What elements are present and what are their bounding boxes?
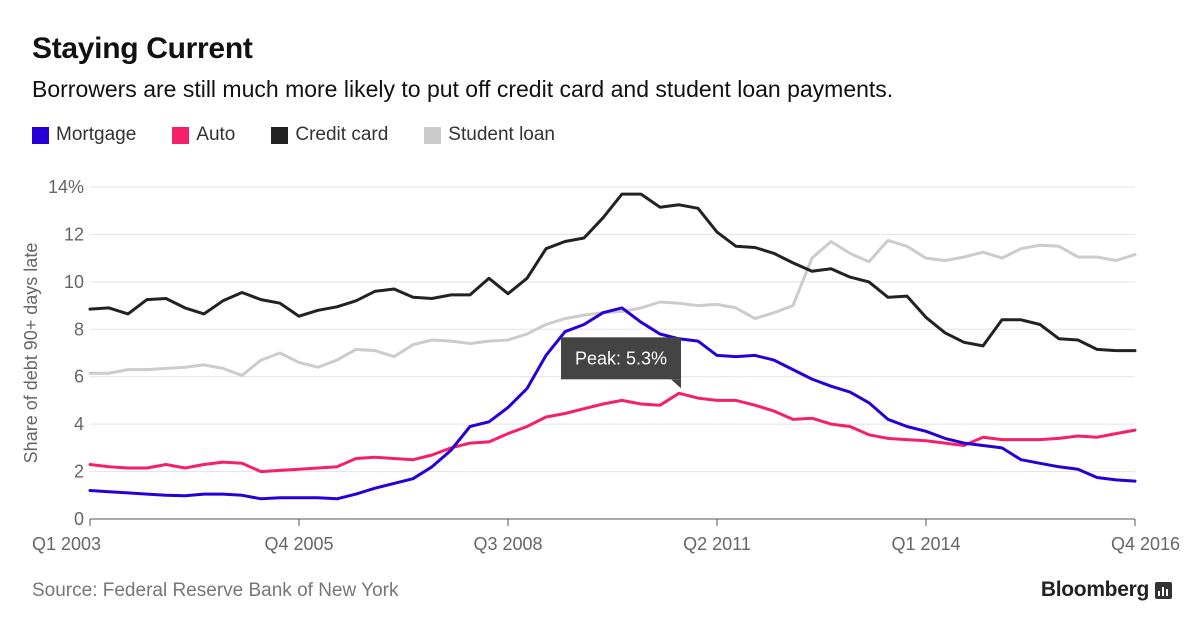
y-tick-label: 10 <box>64 272 84 292</box>
series-line-auto <box>88 391 1137 474</box>
annotation-pointer <box>671 379 681 389</box>
legend-swatch <box>271 126 289 144</box>
legend-swatch <box>424 126 442 144</box>
legend-swatch <box>32 126 49 144</box>
legend-label: Student loan <box>448 124 555 145</box>
x-tick-label: Q1 2003 <box>32 534 101 554</box>
annotation-box <box>561 337 681 380</box>
x-tick-label: Q4 2016 <box>1111 534 1180 554</box>
annotation-label: Peak: 5.3% <box>575 348 667 368</box>
legend-item-mortgage: Mortgage <box>32 124 136 146</box>
peak-annotation: Peak: 5.3% <box>561 337 681 389</box>
y-tick-label: 4 <box>74 414 84 434</box>
y-axis-title: Share of debt 90+ days late <box>21 243 41 464</box>
y-tick-label: 6 <box>74 367 84 387</box>
source-note: Source: Federal Reserve Bank of New York <box>32 580 399 601</box>
y-tick-label: 14% <box>48 177 84 197</box>
y-tick-label: 12 <box>64 224 84 244</box>
x-tick-label: Q3 2008 <box>473 534 542 554</box>
brand-logo: Bloomberg <box>1041 578 1172 602</box>
legend-item-student-loan: Student loan <box>424 124 555 146</box>
x-tick-label: Q2 2011 <box>683 534 751 554</box>
legend-item-auto: Auto <box>172 124 235 146</box>
chart-title: Staying Current <box>32 32 253 65</box>
legend-label: Mortgage <box>56 124 137 145</box>
x-tick-label: Q1 2014 <box>891 534 960 554</box>
series-line-credit-card <box>88 192 1137 353</box>
brand-wordmark: Bloomberg <box>1040 578 1149 601</box>
legend-swatch <box>172 126 190 144</box>
chart-legend: Mortgage Auto Credit card Student loan <box>32 123 591 147</box>
series-line-student-loan <box>88 238 1137 377</box>
y-tick-label: 8 <box>74 319 84 339</box>
series-line-mortgage <box>88 306 1137 501</box>
legend-item-credit-card: Credit card <box>271 124 388 146</box>
y-tick-label: 0 <box>74 509 84 529</box>
bar-chart-icon <box>1155 581 1172 599</box>
x-tick-label: Q4 2005 <box>264 534 333 554</box>
chart-subtitle: Borrowers are still much more likely to … <box>32 76 894 102</box>
legend-label: Credit card <box>295 124 389 145</box>
y-tick-label: 2 <box>74 462 84 482</box>
legend-label: Auto <box>196 124 236 145</box>
